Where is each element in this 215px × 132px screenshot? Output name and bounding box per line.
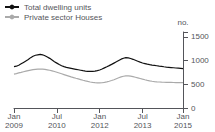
svg-text:no.: no. [177, 18, 188, 27]
svg-text:1000: 1000 [191, 56, 209, 65]
svg-text:1500: 1500 [191, 32, 209, 41]
svg-text:2010: 2010 [48, 121, 66, 130]
svg-text:Jan: Jan [93, 112, 106, 121]
svg-text:Jan: Jan [8, 112, 21, 121]
svg-text:Jan: Jan [177, 112, 190, 121]
svg-text:Jul: Jul [52, 112, 62, 121]
svg-text:2013: 2013 [134, 121, 152, 130]
svg-text:2015: 2015 [174, 121, 192, 130]
svg-text:500: 500 [191, 80, 205, 89]
svg-text:0: 0 [191, 104, 196, 113]
svg-text:Private sector Houses: Private sector Houses [24, 13, 102, 22]
svg-text:2012: 2012 [91, 121, 109, 130]
svg-text:2009: 2009 [5, 121, 23, 130]
svg-text:Total dwelling units: Total dwelling units [24, 3, 91, 12]
svg-text:Jul: Jul [137, 112, 147, 121]
